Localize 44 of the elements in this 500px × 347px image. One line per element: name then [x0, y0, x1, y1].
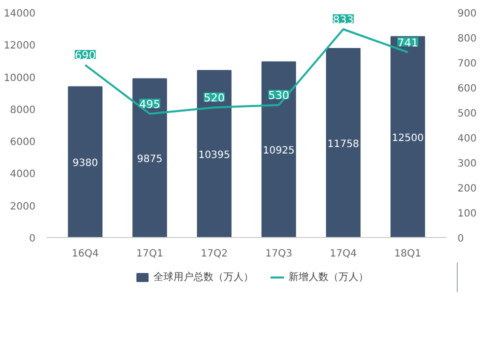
y-tick-label: 12000 — [4, 40, 36, 52]
x-tick-label: 17Q4 — [330, 248, 357, 260]
y-tick-label: 14000 — [4, 8, 36, 20]
data-label: 9875 — [137, 154, 162, 166]
data-label: 11758 — [327, 139, 360, 150]
data-label: 530 — [268, 89, 290, 102]
x-tick-label: 18Q1 — [394, 248, 422, 260]
y2-tick-label: 0 — [458, 234, 464, 244]
y-tick-label: 4000 — [10, 169, 36, 180]
bar — [196, 70, 232, 238]
bar — [390, 36, 426, 238]
y2-tick-label: 700 — [458, 58, 477, 70]
bar — [132, 78, 167, 238]
y2-tick-label: 200 — [458, 184, 477, 194]
x-tick-label: 17Q1 — [136, 248, 164, 260]
legend-label: 全球用户总数（万人） — [154, 270, 254, 284]
y2-tick-label: 800 — [458, 34, 477, 44]
data-label: 833 — [332, 13, 354, 26]
data-label: 12500 — [392, 133, 424, 144]
y2-tick-label: 900 — [458, 8, 477, 20]
data-label: 495 — [139, 98, 160, 111]
data-label: 10395 — [198, 150, 230, 161]
bar — [261, 61, 296, 238]
legend-label: 新增人数（万人） — [288, 270, 368, 284]
bar — [326, 48, 361, 238]
data-label: 10925 — [262, 146, 295, 157]
y-tick-label: 0 — [29, 234, 36, 244]
data-label: 520 — [204, 92, 225, 104]
y2-tick-label: 300 — [458, 158, 477, 170]
bar — [68, 86, 102, 238]
y-tick-label: 6000 — [10, 137, 36, 148]
y-tick-label: 8000 — [10, 104, 36, 116]
data-label: 690 — [74, 49, 96, 62]
y-tick-label: 10000 — [4, 72, 36, 84]
y2-tick-label: 400 — [458, 134, 477, 144]
data-label: 9380 — [72, 158, 98, 170]
x-tick-label: 17Q2 — [200, 248, 228, 260]
x-tick-label: 17Q3 — [265, 248, 292, 260]
y2-tick-label: 500 — [458, 108, 477, 120]
y2-tick-label: 600 — [458, 84, 477, 94]
y2-tick-label: 100 — [458, 208, 477, 220]
x-tick-label: 16Q4 — [72, 248, 99, 260]
y-tick-label: 2000 — [10, 201, 36, 212]
data-label: 741 — [397, 36, 418, 50]
